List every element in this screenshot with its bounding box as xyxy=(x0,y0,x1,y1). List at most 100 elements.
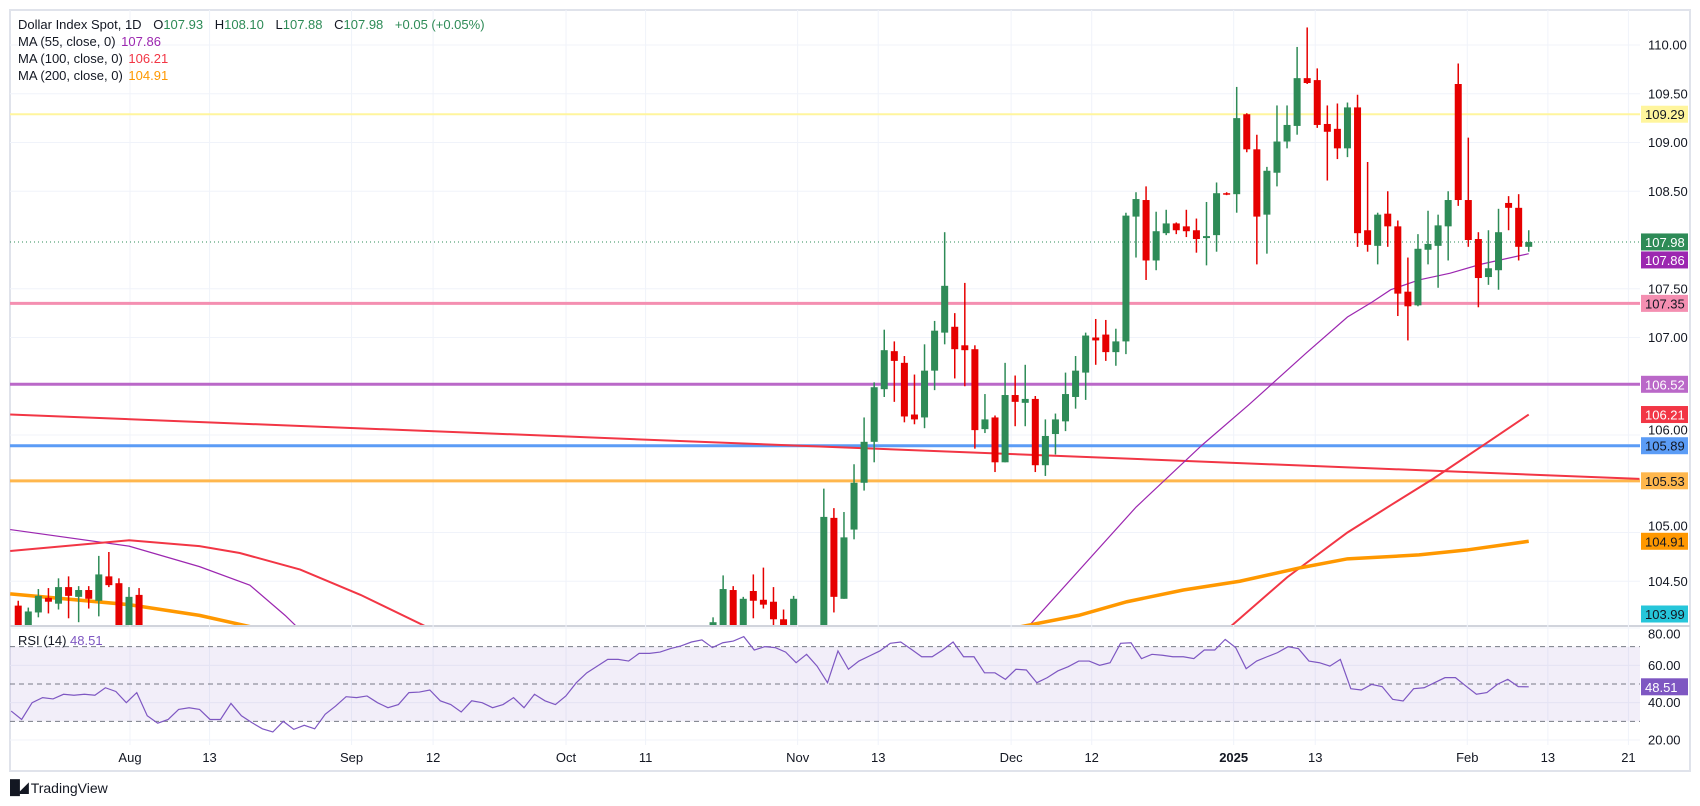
candle[interactable] xyxy=(1001,362,1009,463)
candle[interactable] xyxy=(820,488,828,660)
moving-average-line[interactable] xyxy=(10,253,1529,630)
candle[interactable] xyxy=(1525,230,1533,252)
candle[interactable] xyxy=(1424,210,1432,265)
candle[interactable] xyxy=(1273,105,1281,187)
candle[interactable] xyxy=(1474,232,1482,308)
candle[interactable] xyxy=(1202,201,1210,266)
candle[interactable] xyxy=(1505,196,1513,231)
candle[interactable] xyxy=(65,576,73,619)
candle[interactable] xyxy=(1213,182,1221,252)
candle[interactable] xyxy=(1454,63,1462,206)
candle[interactable] xyxy=(991,415,999,473)
candle[interactable] xyxy=(1323,105,1331,181)
candle[interactable] xyxy=(135,588,143,645)
price-axis[interactable]: 110.00 109.50 109.00 108.50 107.50 107.00 106.… xyxy=(1641,38,1688,748)
candle[interactable] xyxy=(1152,211,1160,271)
candle[interactable] xyxy=(1122,212,1130,355)
ma55-row[interactable]: MA (55, close, 0) 107.86 xyxy=(18,33,485,50)
candle[interactable] xyxy=(1464,137,1472,247)
candle[interactable] xyxy=(1162,209,1170,236)
candle[interactable] xyxy=(769,587,777,632)
candle[interactable] xyxy=(921,344,929,429)
candle[interactable] xyxy=(1253,134,1261,265)
ma100-row[interactable]: MA (100, close, 0) 106.21 xyxy=(18,50,485,67)
candle[interactable] xyxy=(870,382,878,463)
candle[interactable] xyxy=(1102,319,1110,361)
candle[interactable] xyxy=(1233,86,1241,213)
candle[interactable] xyxy=(900,356,908,423)
candle[interactable] xyxy=(1495,208,1503,290)
candle[interactable] xyxy=(1434,214,1442,288)
moving-average-line[interactable] xyxy=(10,539,1529,630)
candle[interactable] xyxy=(729,586,737,640)
candle[interactable] xyxy=(931,320,939,391)
candle[interactable] xyxy=(1051,413,1059,455)
candle[interactable] xyxy=(951,313,959,379)
candle[interactable] xyxy=(739,596,747,635)
candle[interactable] xyxy=(1082,332,1090,400)
candle[interactable] xyxy=(1062,372,1070,432)
candle[interactable] xyxy=(1404,257,1412,341)
time-axis[interactable]: Aug 13 Sep 12 Oct 11 Nov 13 Dec 12 2025 13 Feb 13 21 xyxy=(118,750,1635,765)
candle[interactable] xyxy=(941,232,949,345)
candle[interactable] xyxy=(1394,220,1402,317)
candle[interactable] xyxy=(880,329,888,397)
candle[interactable] xyxy=(1283,105,1291,149)
candle[interactable] xyxy=(1293,46,1301,135)
candle[interactable] xyxy=(1021,364,1029,427)
candle[interactable] xyxy=(1484,230,1492,285)
candle[interactable] xyxy=(1072,356,1080,409)
candle[interactable] xyxy=(840,512,848,599)
candle[interactable] xyxy=(749,574,757,619)
candle[interactable] xyxy=(95,555,103,617)
candle[interactable] xyxy=(1414,234,1422,307)
candle[interactable] xyxy=(1243,113,1251,153)
candle[interactable] xyxy=(115,578,123,639)
candle[interactable] xyxy=(24,607,32,640)
candle[interactable] xyxy=(1031,396,1039,473)
candle[interactable] xyxy=(1354,94,1362,247)
candle[interactable] xyxy=(105,552,113,588)
candle[interactable] xyxy=(1182,209,1190,238)
rsi-legend[interactable]: RSI (14) 48.51 xyxy=(18,633,103,648)
candle[interactable] xyxy=(75,586,83,623)
candle[interactable] xyxy=(971,345,979,449)
candle[interactable] xyxy=(1444,191,1452,261)
candle[interactable] xyxy=(860,417,868,491)
candle[interactable] xyxy=(719,575,727,639)
candle[interactable] xyxy=(1333,103,1341,160)
candle[interactable] xyxy=(830,508,838,613)
candle[interactable] xyxy=(759,567,767,609)
candle[interactable] xyxy=(1384,191,1392,247)
rsi-pane[interactable] xyxy=(10,635,1640,733)
candle[interactable] xyxy=(125,587,133,640)
symbol-title[interactable]: Dollar Index Spot, 1D xyxy=(18,17,142,32)
candle[interactable] xyxy=(1132,192,1140,258)
candle[interactable] xyxy=(1364,162,1372,252)
candle[interactable] xyxy=(55,578,63,610)
candle[interactable] xyxy=(85,586,93,609)
rsi-line[interactable] xyxy=(10,635,1529,733)
candle[interactable] xyxy=(1092,318,1100,365)
candle[interactable] xyxy=(1343,102,1351,158)
candle[interactable] xyxy=(1192,218,1200,253)
ma200-row[interactable]: MA (200, close, 0) 104.91 xyxy=(18,67,485,84)
candle[interactable] xyxy=(1112,328,1120,366)
candle[interactable] xyxy=(34,589,42,618)
moving-average-line[interactable] xyxy=(10,413,1530,630)
candle[interactable] xyxy=(1313,68,1321,128)
candle[interactable] xyxy=(1011,375,1019,427)
candle[interactable] xyxy=(1041,419,1049,476)
tradingview-brand[interactable]: █◢ TradingView xyxy=(10,779,108,796)
main-pane[interactable] xyxy=(10,27,1640,659)
candle[interactable] xyxy=(1263,166,1271,254)
candle[interactable] xyxy=(1303,27,1311,84)
candle[interactable] xyxy=(890,341,898,402)
candle[interactable] xyxy=(981,394,989,434)
candle[interactable] xyxy=(1515,194,1523,261)
candle[interactable] xyxy=(1223,192,1231,196)
candle[interactable] xyxy=(1374,212,1382,265)
candle[interactable] xyxy=(1172,222,1180,235)
candle[interactable] xyxy=(1142,186,1150,280)
